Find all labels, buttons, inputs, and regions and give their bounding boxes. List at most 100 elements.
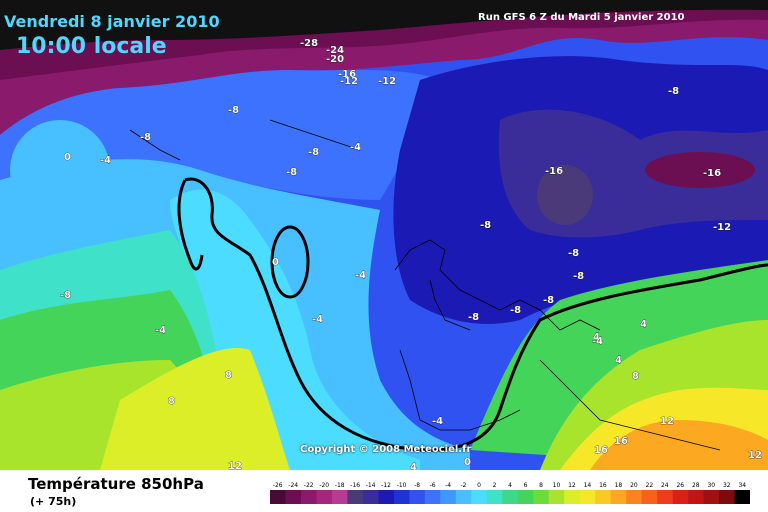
copyright-notice: Copyright © 2008 Meteociel.fr xyxy=(300,444,472,455)
legend-tick-label: 8 xyxy=(539,482,543,489)
legend-swatch xyxy=(270,490,286,504)
zone-black-top xyxy=(0,0,768,50)
legend-swatch xyxy=(564,490,580,504)
legend-swatch xyxy=(316,490,333,504)
legend-swatch xyxy=(533,490,549,504)
legend-tick-label: 28 xyxy=(692,482,700,489)
contour-label: -8 xyxy=(510,305,521,316)
contour-label: -16 xyxy=(338,69,356,80)
legend-swatch xyxy=(285,490,302,504)
contour-label: -4 xyxy=(350,142,361,153)
legend-tick-label: 20 xyxy=(630,482,638,489)
contour-label: -8 xyxy=(568,248,579,259)
legend-tick-label: 30 xyxy=(707,482,715,489)
legend-tick-label: 22 xyxy=(646,482,654,489)
legend-tick-label: 32 xyxy=(723,482,731,489)
legend-swatch xyxy=(362,490,379,504)
contour-label: -4 xyxy=(432,416,443,427)
forecast-date: Vendredi 8 janvier 2010 xyxy=(4,12,220,31)
legend-swatch xyxy=(626,490,642,504)
contour-label: 12 xyxy=(748,450,762,461)
legend-swatch xyxy=(579,490,596,504)
forecast-time: 10:00 locale xyxy=(16,34,167,59)
legend-tick-label: 2 xyxy=(493,482,497,489)
contour-label: -8 xyxy=(60,290,71,301)
contour-label: -4 xyxy=(155,325,166,336)
cold-core-russia xyxy=(645,152,755,188)
contour-label: -20 xyxy=(326,54,344,65)
legend-swatch xyxy=(657,490,673,504)
legend-swatch xyxy=(548,490,565,504)
legend-swatch xyxy=(719,490,735,504)
isotherm-zero-loop xyxy=(270,225,310,299)
legend-tick-label: -22 xyxy=(304,482,314,489)
legend-tick-label: -16 xyxy=(350,482,360,489)
legend-tick-label: 6 xyxy=(524,482,528,489)
contour-label: -4 xyxy=(592,336,603,347)
legend-tick-label: -4 xyxy=(445,482,451,489)
contour-label: -4 xyxy=(312,314,323,325)
contour-label: -8 xyxy=(480,220,491,231)
model-run-info: Run GFS 6 Z du Mardi 5 janvier 2010 xyxy=(478,12,685,23)
contour-label: 12 xyxy=(228,461,242,470)
contour-label: 8 xyxy=(168,396,175,407)
zone-yellow xyxy=(100,348,290,470)
legend-swatch xyxy=(331,490,348,504)
legend-swatch xyxy=(517,490,534,504)
contour-label: 4 xyxy=(640,319,647,330)
contour-label: 12 xyxy=(660,416,674,427)
legend-tick-label: -8 xyxy=(414,482,420,489)
legend-tick-label: 16 xyxy=(599,482,607,489)
legend-tick-label: 34 xyxy=(738,482,746,489)
legend-swatch xyxy=(502,490,519,504)
legend-tick-label: -12 xyxy=(381,482,391,489)
legend-swatch xyxy=(440,490,457,504)
legend-swatch xyxy=(393,490,410,504)
legend-swatch xyxy=(409,490,426,504)
legend-swatch xyxy=(347,490,364,504)
contour-label: 0 xyxy=(272,257,279,268)
color-scale-legend: -26 -24 -22 -20 -18 -16 -14 -12 -10 -8 -6 -4 -2 0 2 4 6 8… xyxy=(270,482,750,504)
contour-label: 16 xyxy=(614,436,628,447)
contour-label: 16 xyxy=(594,445,608,456)
contour-label: -8 xyxy=(668,86,679,97)
contour-label: -24 xyxy=(326,45,344,56)
contour-label: -12 xyxy=(713,222,731,233)
contour-label: 0 xyxy=(64,152,71,163)
contour-label: 4 xyxy=(410,462,417,470)
legend-tick-label: -14 xyxy=(366,482,376,489)
zone-east-orange xyxy=(590,420,768,470)
legend-tick-label: 14 xyxy=(584,482,592,489)
legend-swatch xyxy=(641,490,658,504)
legend-tick-label: 12 xyxy=(568,482,576,489)
legend-tick-label: 24 xyxy=(661,482,669,489)
contour-label: 8 xyxy=(225,370,232,381)
contour-label: 0 xyxy=(464,457,471,468)
contour-label: -8 xyxy=(308,147,319,158)
temperature-map: -28 -24 -20 -16 -12 -8 -8 -8 -8 -4 -4 0 … xyxy=(0,0,768,470)
legend-tick-label: -26 xyxy=(273,482,283,489)
legend-tick-label: 26 xyxy=(676,482,684,489)
cold-core-scandinavia xyxy=(537,165,593,225)
legend-swatch xyxy=(301,490,317,504)
contour-label: -8 xyxy=(286,167,297,178)
contour-label: 8 xyxy=(632,371,639,382)
legend-tick-label: -20 xyxy=(319,482,329,489)
contour-label: -12 xyxy=(378,76,396,87)
legend-tick-label: 10 xyxy=(553,482,561,489)
legend-swatch xyxy=(486,490,503,504)
contour-labels: -28 -24 -20 -16 -12 -8 -8 -8 -8 -4 -4 0 … xyxy=(60,38,763,470)
legend-swatch xyxy=(703,490,720,504)
coastline xyxy=(129,119,721,451)
legend-tick-label: -6 xyxy=(430,482,436,489)
contour-label: -4 xyxy=(100,155,111,166)
legend-tick-label: -10 xyxy=(397,482,407,489)
contour-label: -8 xyxy=(573,271,584,282)
legend-tick-label: -2 xyxy=(461,482,467,489)
contour-label: -4 xyxy=(355,270,366,281)
legend-swatch xyxy=(471,490,488,504)
zone-light-blue-nw xyxy=(10,120,110,220)
legend-swatch xyxy=(595,490,611,504)
legend-tick-label: 0 xyxy=(477,482,481,489)
isotherm-zero-west xyxy=(184,177,768,452)
